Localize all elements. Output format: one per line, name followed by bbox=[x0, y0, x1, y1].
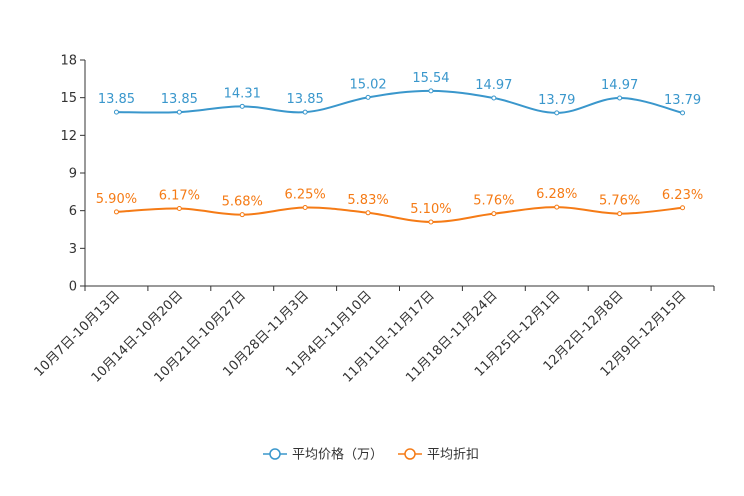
legend-label: 平均价格（万） bbox=[292, 447, 383, 463]
y-tick-label: 6 bbox=[69, 204, 77, 219]
legend-item-1[interactable]: 平均价格（万） bbox=[263, 447, 383, 463]
y-tick-label: 18 bbox=[60, 54, 77, 69]
data-labels: 13.85 13.85 14.31 13.85 15.02 15.54 14.97 13.79… bbox=[96, 71, 703, 217]
data-point bbox=[617, 211, 623, 217]
data-label: 13.85 bbox=[287, 92, 324, 107]
data-label: 5.76% bbox=[473, 194, 514, 209]
y-tick-label: 0 bbox=[69, 280, 77, 295]
data-point bbox=[365, 94, 371, 100]
legend-item-2[interactable]: 平均折扣 bbox=[398, 448, 479, 463]
y-tick-label: 3 bbox=[69, 242, 77, 257]
data-point bbox=[617, 95, 623, 101]
data-label: 6.17% bbox=[159, 189, 200, 204]
data-point bbox=[113, 109, 119, 115]
data-point bbox=[554, 204, 560, 210]
data-label: 5.90% bbox=[96, 192, 137, 207]
data-label: 13.79 bbox=[664, 93, 701, 108]
data-point bbox=[239, 212, 245, 218]
data-point bbox=[428, 88, 434, 94]
series-group bbox=[113, 88, 686, 225]
data-point bbox=[680, 205, 686, 211]
data-point bbox=[491, 95, 497, 101]
data-label: 13.85 bbox=[161, 92, 198, 107]
data-label: 13.79 bbox=[538, 93, 575, 108]
data-label: 6.25% bbox=[284, 188, 325, 203]
data-point bbox=[302, 205, 308, 211]
series-line-2 bbox=[116, 206, 683, 223]
y-tick-label: 9 bbox=[69, 167, 77, 182]
data-label: 5.68% bbox=[222, 195, 263, 210]
data-point bbox=[554, 110, 560, 116]
data-point bbox=[491, 211, 497, 217]
data-label: 15.54 bbox=[412, 71, 449, 86]
data-label: 6.23% bbox=[662, 188, 703, 203]
data-point bbox=[176, 109, 182, 115]
data-label: 5.83% bbox=[347, 193, 388, 208]
data-point bbox=[428, 219, 434, 225]
data-label: 5.76% bbox=[599, 194, 640, 209]
data-label: 6.28% bbox=[536, 187, 577, 202]
series-line-1 bbox=[116, 89, 683, 114]
data-label: 14.97 bbox=[475, 78, 512, 93]
data-label: 14.97 bbox=[601, 78, 638, 93]
y-tick-label: 15 bbox=[60, 91, 77, 106]
data-label: 15.02 bbox=[349, 77, 386, 92]
data-label: 5.10% bbox=[410, 202, 451, 217]
legend-marker-icon bbox=[404, 448, 416, 460]
data-label: 13.85 bbox=[98, 92, 135, 107]
data-point bbox=[113, 209, 119, 215]
y-tick-label: 12 bbox=[60, 129, 77, 144]
data-point bbox=[365, 210, 371, 216]
legend[interactable]: 平均价格（万） 平均折扣 bbox=[263, 447, 479, 463]
data-label: 14.31 bbox=[224, 86, 261, 101]
data-point bbox=[239, 103, 245, 109]
data-point bbox=[176, 206, 182, 212]
data-point bbox=[680, 110, 686, 116]
legend-marker-icon bbox=[269, 448, 281, 460]
data-point bbox=[302, 109, 308, 115]
legend-label: 平均折扣 bbox=[427, 448, 479, 463]
